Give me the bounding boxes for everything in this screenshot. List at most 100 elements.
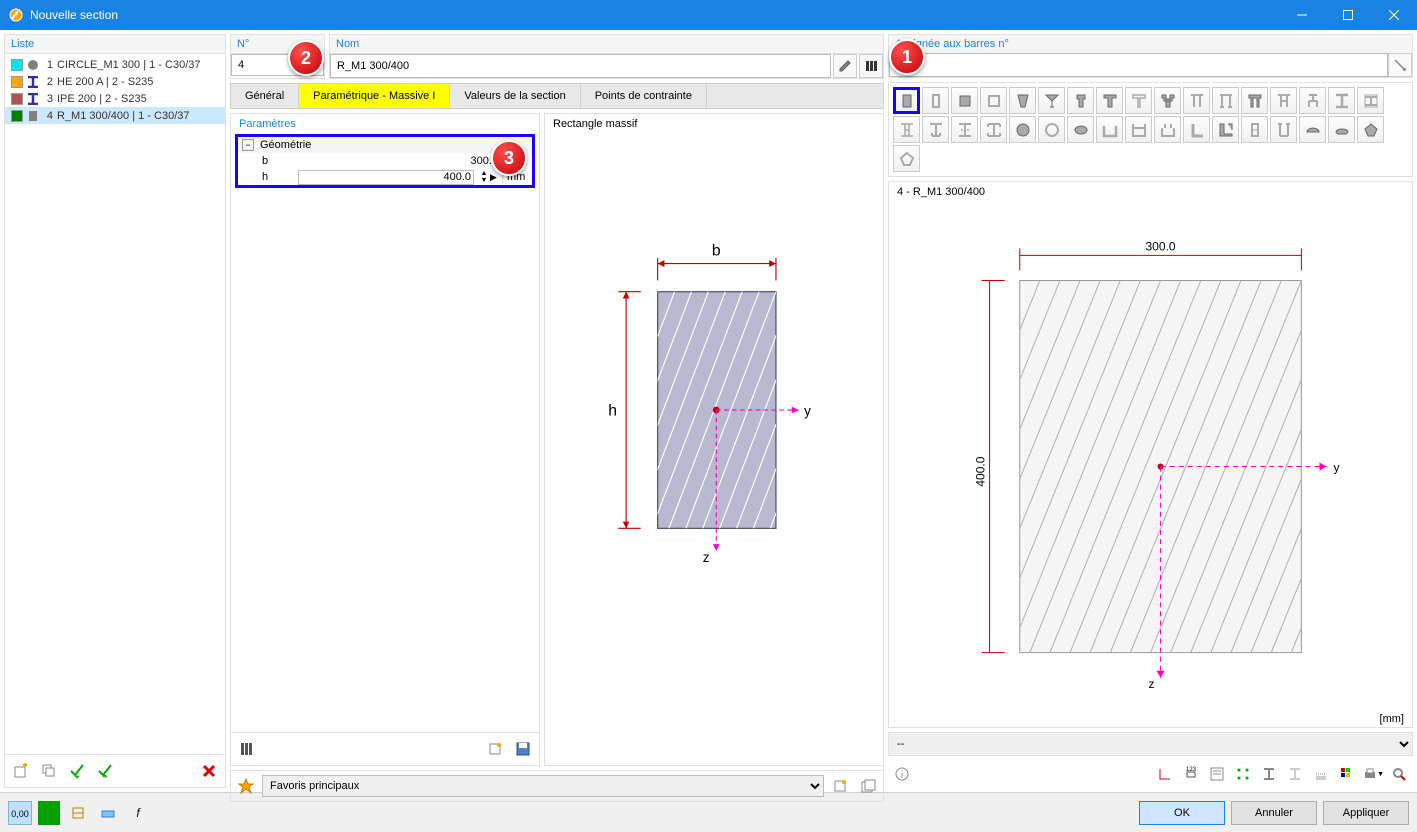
shape-button[interactable] — [1212, 116, 1239, 143]
library-icon[interactable] — [859, 54, 883, 78]
units-icon[interactable]: 0,00 — [8, 801, 32, 825]
check-out-icon[interactable] — [93, 759, 117, 783]
right-select[interactable]: -- — [889, 733, 1412, 755]
param-h-input[interactable] — [298, 170, 474, 185]
shape-button[interactable] — [922, 87, 949, 114]
list-item[interactable]: 4 R_M1 300/400 | 1 - C30/37 — [5, 107, 225, 124]
shape-button[interactable] — [1270, 116, 1297, 143]
shape-button[interactable] — [951, 116, 978, 143]
shape-button[interactable] — [1125, 116, 1152, 143]
shape-button[interactable] — [1270, 87, 1297, 114]
shape-button[interactable] — [1183, 87, 1210, 114]
minimize-button[interactable] — [1279, 0, 1325, 30]
stat2-icon[interactable] — [96, 801, 120, 825]
shape-button[interactable] — [1038, 116, 1065, 143]
shape-button[interactable] — [893, 116, 920, 143]
view-ibeam2-icon[interactable] — [1283, 762, 1307, 786]
section-list-panel: Liste 1 CIRCLE_M1 300 | 1 - C30/37 2 HE … — [4, 34, 226, 788]
shape-button[interactable] — [1357, 116, 1384, 143]
name-label: Nom — [330, 35, 883, 54]
close-button[interactable] — [1371, 0, 1417, 30]
large-preview-title: 4 - R_M1 300/400 — [889, 182, 1412, 202]
shape-button[interactable] — [1096, 116, 1123, 143]
params-library-icon[interactable] — [235, 737, 259, 761]
item-number: 2 — [43, 76, 53, 88]
shape-button[interactable] — [1357, 87, 1384, 114]
shape-button[interactable] — [893, 145, 920, 172]
func-icon[interactable]: f — [126, 801, 150, 825]
list-item[interactable]: 3 IPE 200 | 2 - S235 — [5, 90, 225, 107]
info-icon[interactable]: i — [890, 762, 914, 786]
delete-icon[interactable] — [197, 759, 221, 783]
shape-button[interactable] — [1067, 116, 1094, 143]
svg-text:i: i — [901, 770, 903, 781]
ok-button[interactable]: OK — [1139, 801, 1225, 825]
small-preview-canvas: b h y z — [545, 134, 883, 765]
copy-section-icon[interactable] — [37, 759, 61, 783]
fav-tool2-icon[interactable] — [856, 774, 880, 798]
view-dim-icon[interactable]: 123 — [1179, 762, 1203, 786]
shape-button[interactable] — [893, 87, 920, 114]
check-in-icon[interactable] — [65, 759, 89, 783]
params-tool1-icon[interactable] — [483, 737, 507, 761]
params-save-icon[interactable] — [511, 737, 535, 761]
pick-bars-icon[interactable] — [1388, 53, 1412, 77]
view-legend-icon[interactable] — [1205, 762, 1229, 786]
favorites-select[interactable]: Favoris principaux — [262, 775, 824, 797]
shape-button[interactable] — [1125, 87, 1152, 114]
shape-button[interactable] — [1328, 116, 1355, 143]
shape-button[interactable] — [922, 116, 949, 143]
new-section-icon[interactable] — [9, 759, 33, 783]
maximize-button[interactable] — [1325, 0, 1371, 30]
tab[interactable]: Paramétrique - Massive I — [299, 84, 450, 108]
shape-button[interactable] — [1038, 87, 1065, 114]
color-icon[interactable] — [38, 801, 60, 825]
shape-button[interactable] — [1241, 116, 1268, 143]
shape-button[interactable] — [1183, 116, 1210, 143]
shape-button[interactable] — [1154, 116, 1181, 143]
right-dropdown: -- — [888, 732, 1413, 756]
shape-button[interactable] — [1299, 87, 1326, 114]
view-grid-icon[interactable] — [1335, 762, 1359, 786]
apply-button[interactable]: Appliquer — [1323, 801, 1409, 825]
shape-button[interactable] — [1096, 87, 1123, 114]
assigned-bars-group: Assignée aux barres n° — [888, 34, 1413, 78]
geometry-table: − Géométrie b 300.0 mm h ▲▼ ▶ mm — [235, 134, 535, 188]
fav-star-icon[interactable] — [234, 774, 258, 798]
shape-button[interactable] — [1154, 87, 1181, 114]
list-item[interactable]: 2 HE 200 A | 2 - S235 — [5, 73, 225, 90]
section-glyph-icon — [27, 110, 39, 122]
name-input[interactable] — [330, 54, 831, 78]
tab[interactable]: Général — [231, 84, 299, 108]
svg-text:b: b — [712, 243, 721, 260]
shape-button[interactable] — [1009, 87, 1036, 114]
shape-button[interactable] — [980, 116, 1007, 143]
shape-button[interactable] — [1241, 87, 1268, 114]
edit-name-icon[interactable] — [833, 54, 857, 78]
shape-button[interactable] — [1328, 87, 1355, 114]
collapse-icon[interactable]: − — [242, 139, 254, 151]
favorites-row: Favoris principaux — [230, 770, 884, 802]
view-points-icon[interactable] — [1231, 762, 1255, 786]
shape-button[interactable] — [1299, 116, 1326, 143]
shape-button[interactable] — [1212, 87, 1239, 114]
param-h-spinner[interactable]: ▲▼ — [478, 170, 490, 184]
fav-tool1-icon[interactable] — [828, 774, 852, 798]
shape-button[interactable] — [1067, 87, 1094, 114]
shape-button[interactable] — [980, 87, 1007, 114]
print-icon[interactable]: ▼ — [1361, 762, 1385, 786]
cancel-button[interactable]: Annuler — [1231, 801, 1317, 825]
find-icon[interactable] — [1387, 762, 1411, 786]
assigned-input[interactable] — [889, 53, 1388, 77]
stat1-icon[interactable] — [66, 801, 90, 825]
view-slice-icon[interactable] — [1309, 762, 1333, 786]
tab[interactable]: Valeurs de la section — [450, 84, 580, 108]
item-label: IPE 200 | 2 - S235 — [57, 93, 147, 105]
shape-button[interactable] — [1009, 116, 1036, 143]
color-swatch — [11, 110, 23, 122]
list-item[interactable]: 1 CIRCLE_M1 300 | 1 - C30/37 — [5, 56, 225, 73]
view-ibeam1-icon[interactable] — [1257, 762, 1281, 786]
tab[interactable]: Points de contrainte — [581, 84, 707, 108]
shape-button[interactable] — [951, 87, 978, 114]
view-axes-icon[interactable] — [1153, 762, 1177, 786]
